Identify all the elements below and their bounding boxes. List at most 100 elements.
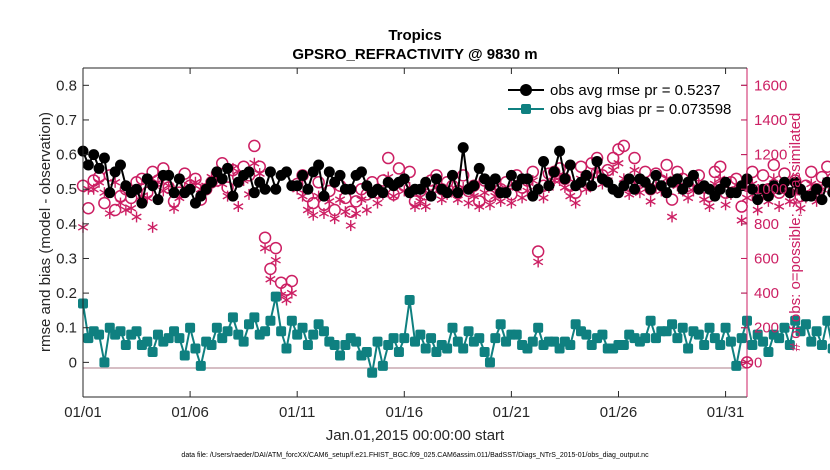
bias-point (179, 350, 190, 361)
obs-possible-marker (767, 158, 781, 172)
rmse-point (441, 187, 453, 199)
rmse-point (88, 149, 100, 161)
rmse-point (248, 187, 260, 199)
rmse-point (222, 162, 234, 174)
asterisk-stroke (136, 192, 148, 200)
bias-point (790, 315, 801, 326)
x-ticks: 01/01 01/06 01/11 01/16 01/21 01/26 01/31 (64, 68, 744, 421)
rmse-point (500, 187, 512, 199)
x-tick-label: 01/31 (707, 404, 745, 421)
asterisk-stroke (784, 197, 795, 205)
bias-point (447, 322, 458, 333)
rmse-point (559, 173, 571, 185)
bias-point (565, 340, 576, 351)
x-tick-label: 01/06 (171, 404, 209, 421)
asterisk-stroke (356, 196, 367, 203)
asterisk-stroke (474, 203, 485, 210)
rmse-point (580, 169, 592, 181)
asterisk-stroke (259, 244, 271, 252)
obs-assimilated-marker (259, 242, 271, 254)
asterisk-stroke (736, 217, 747, 224)
obs-possible-marker (392, 162, 406, 175)
bias-point (297, 322, 308, 333)
bias-point (415, 329, 426, 340)
obs-assimilated-marker (436, 194, 447, 206)
bias-point (318, 326, 329, 337)
bias-point (527, 336, 538, 347)
obs-assimilated-marker (666, 211, 678, 223)
rmse-point (243, 166, 255, 178)
legend-marker-bias (521, 104, 531, 114)
rmse-point (147, 180, 159, 192)
asterisk-stroke (661, 175, 672, 183)
obs-assimilated-marker (533, 256, 544, 268)
obs-assimilated-marker (308, 209, 319, 221)
rmse-point (671, 173, 683, 185)
asterisk-stroke (533, 258, 544, 266)
obs-assimilated-marker (463, 197, 474, 209)
rmse-point (323, 166, 335, 178)
bias-point (533, 322, 544, 333)
asterisk-stroke (495, 197, 506, 205)
bias-point (774, 333, 785, 344)
y-tick-label: 0.1 (56, 320, 77, 337)
rmse-point (114, 159, 126, 171)
rmse-point (345, 183, 357, 195)
rmse-point (746, 183, 758, 195)
asterisk-stroke (281, 296, 292, 304)
bias-point (484, 357, 495, 368)
bias-point (377, 360, 388, 371)
y2-tick-label: 0 (754, 354, 762, 371)
asterisk-stroke (302, 206, 314, 214)
obs-possible-marker (821, 160, 830, 173)
rmse-point (173, 173, 185, 185)
x-tick-label: 01/16 (386, 404, 424, 421)
rmse-point (720, 176, 732, 188)
bias-point (827, 343, 830, 354)
asterisk-stroke (479, 189, 490, 197)
bias-point (195, 360, 206, 371)
rmse-point (591, 156, 603, 168)
obs-assimilated-marker (506, 197, 517, 209)
rmse-point (216, 173, 228, 185)
bias-point (699, 340, 710, 351)
bias-point (747, 340, 758, 351)
obs-assimilated-marker (720, 199, 731, 211)
bias-point (211, 322, 222, 333)
bias-point (131, 326, 142, 337)
asterisk-stroke (329, 215, 340, 223)
obs-assimilated-marker (120, 204, 131, 216)
asterisk-stroke (324, 197, 335, 205)
bias-point (351, 336, 362, 347)
asterisk-stroke (506, 199, 517, 207)
asterisk-stroke (297, 192, 308, 200)
rmse-point (650, 169, 662, 181)
rmse-point (489, 173, 501, 185)
rmse-point (163, 169, 175, 181)
rmse-point (543, 180, 555, 192)
bias-point (725, 336, 736, 347)
asterisk-stroke (131, 213, 142, 221)
legend-label-bias: obs avg bias pr = 0.073598 (550, 101, 731, 118)
rmse-point (629, 183, 641, 195)
rmse-point (98, 152, 110, 164)
asterisk-stroke (126, 204, 137, 212)
obs-assimilated-marker (249, 157, 260, 169)
obs-assimilated-marker (265, 273, 276, 285)
rmse-point (784, 187, 796, 199)
asterisk-stroke (372, 199, 383, 207)
bias-point (393, 346, 404, 357)
asterisk-stroke (93, 178, 105, 186)
obs-assimilated-marker (795, 202, 806, 214)
rmse-point (505, 169, 517, 181)
x-tick-label: 01/26 (600, 404, 638, 421)
rmse-point (548, 166, 560, 178)
bias-point (142, 336, 153, 347)
rmse-point (532, 183, 544, 195)
chart-subtitle: GPSRO_REFRACTIVITY @ 9830 m (292, 46, 537, 63)
obs-assimilated-marker (613, 157, 624, 169)
bias-point (190, 343, 201, 354)
rmse-point (661, 187, 673, 199)
bias-point (640, 333, 651, 344)
asterisk-stroke (704, 203, 715, 210)
